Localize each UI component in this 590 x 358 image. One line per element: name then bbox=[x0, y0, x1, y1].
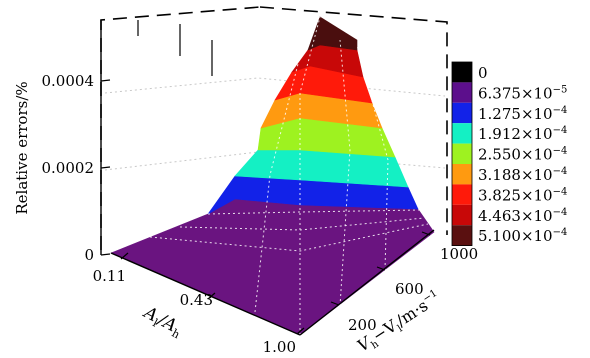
colorbar: 0 6.375×10−5 1.275×10−4 1.912×10−4 2.550×10−… bbox=[451, 61, 567, 247]
colorbar-swatch bbox=[452, 143, 472, 164]
y-tick bbox=[421, 231, 431, 236]
y-axis: 200 600 1000 bbox=[299, 229, 478, 336]
colorbar-label: 3.825×10−4 bbox=[478, 186, 567, 204]
colorbar-label: 1.912×10−4 bbox=[478, 125, 567, 143]
colorbar-swatch bbox=[452, 184, 472, 205]
surface-mesh-line bbox=[254, 55, 301, 313]
y-tick-label: 600 bbox=[395, 280, 424, 298]
y-label-sub-l: l bbox=[396, 323, 405, 334]
surface-mesh-line bbox=[207, 209, 421, 215]
x-tick bbox=[207, 292, 216, 300]
surface-mesh-line bbox=[299, 16, 321, 335]
colorbar-label: 3.188×10−4 bbox=[478, 166, 567, 184]
colorbar-swatch bbox=[452, 102, 472, 124]
x-tick bbox=[296, 327, 305, 335]
colorbar-label: 2.550×10−4 bbox=[478, 146, 567, 164]
surface-mesh-line bbox=[356, 44, 389, 271]
y-tick bbox=[376, 266, 386, 271]
back-wall-dashes bbox=[137, 20, 213, 76]
box-back-right-edge bbox=[259, 6, 448, 235]
colorbar-swatch bbox=[452, 225, 472, 246]
surface-band bbox=[110, 198, 435, 336]
x-label-sub-l: l bbox=[151, 316, 161, 329]
colorbar-swatch bbox=[452, 164, 472, 185]
z-tick-label: 0.0004 bbox=[42, 72, 95, 90]
x-axis-line bbox=[110, 252, 301, 336]
colorbar-swatch bbox=[452, 204, 472, 226]
colorbar-label: 4.463×10−4 bbox=[478, 207, 567, 225]
x-tick-label: 0.11 bbox=[93, 267, 126, 285]
x-tick-label: 1.00 bbox=[263, 338, 296, 356]
colorbar-label: 1.275×10−4 bbox=[478, 105, 567, 123]
gridline-z-0.0002 bbox=[104, 151, 446, 171]
x-tick bbox=[120, 252, 129, 260]
z-tick bbox=[100, 79, 111, 82]
colorbar-swatch bbox=[452, 82, 472, 103]
surface-mesh-line bbox=[339, 39, 351, 307]
y-label-sub-h: h bbox=[370, 339, 382, 352]
y-tick-label: 200 bbox=[348, 316, 377, 334]
z-axis-label: Relative errors/% bbox=[13, 81, 31, 214]
gridline-z-0.0004 bbox=[104, 77, 446, 97]
colorbar-swatch bbox=[452, 123, 472, 144]
z-tick bbox=[100, 253, 111, 256]
surface-band bbox=[307, 16, 358, 51]
z-tick-label: 0.0002 bbox=[42, 159, 95, 177]
surface bbox=[110, 16, 435, 336]
y-tick bbox=[330, 301, 340, 306]
back-gridlines bbox=[104, 77, 446, 171]
x-axis: 0.11 0.43 1.00 bbox=[93, 252, 305, 356]
y-tick-label: 1000 bbox=[440, 245, 478, 263]
z-tick bbox=[100, 166, 111, 169]
colorbar-border bbox=[451, 61, 473, 247]
z-axis: 0 0.0002 0.0004 bbox=[42, 20, 111, 264]
y-axis-line bbox=[299, 229, 435, 336]
x-tick-label: 0.43 bbox=[180, 291, 213, 309]
colorbar-swatch bbox=[452, 62, 472, 83]
colorbar-label: 0 bbox=[478, 64, 488, 82]
colorbar-label: 6.375×10−5 bbox=[478, 84, 567, 102]
colorbar-label: 5.100×10−4 bbox=[478, 227, 567, 245]
surface-mesh-line bbox=[149, 223, 429, 252]
z-tick-label: 0 bbox=[84, 246, 94, 264]
